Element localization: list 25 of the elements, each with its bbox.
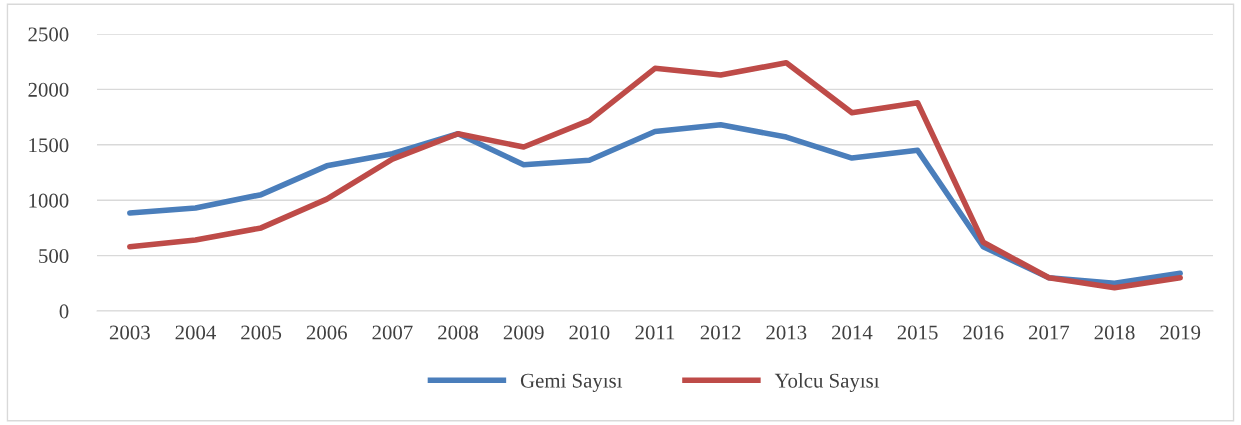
x-tick-label: 2014 [832, 325, 873, 340]
x-tick-label: 2012 [700, 325, 741, 340]
legend-label: Gemi Sayısı [520, 373, 623, 392]
x-tick-label: 2015 [897, 325, 938, 340]
x-tick-label: 2013 [766, 325, 807, 340]
y-tick-label: 1500 [29, 138, 69, 153]
x-tick-label: 2017 [1028, 325, 1070, 340]
x-tick-label: 2009 [503, 325, 544, 340]
x-tick-label: 2019 [1160, 325, 1201, 340]
x-tick-label: 2016 [963, 325, 1004, 340]
y-tick-label: 2000 [28, 82, 69, 97]
y-tick-label: 1000 [29, 193, 69, 208]
x-tick-label: 2010 [569, 325, 610, 340]
legend-label: Yolcu Sayısı [774, 373, 880, 392]
x-tick-label: 2011 [635, 325, 675, 340]
x-tick-label: 2008 [438, 325, 479, 340]
x-tick-label: 2005 [241, 325, 282, 340]
x-tick-label: 2004 [175, 325, 216, 340]
x-tick-label: 2018 [1094, 325, 1135, 340]
x-tick-label: 2006 [306, 325, 347, 340]
x-tick-label: 2003 [109, 325, 150, 340]
y-tick-label: 2500 [28, 27, 69, 42]
x-tick-label: 2007 [372, 325, 413, 340]
y-tick-label: 500 [39, 248, 69, 264]
y-tick-label: 0 [59, 304, 69, 319]
